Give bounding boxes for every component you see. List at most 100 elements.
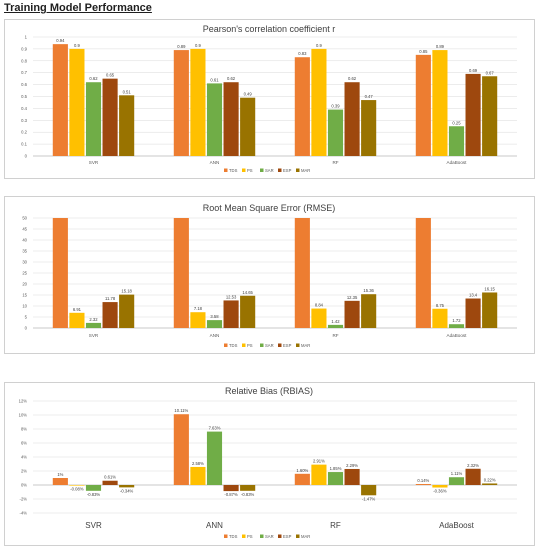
- bar-ps-svr: [69, 48, 85, 156]
- legend-label: SAR: [265, 534, 274, 539]
- bar-ps-ann: [190, 466, 206, 485]
- data-label: 0.65: [106, 73, 115, 78]
- category-label: AdaBoost: [447, 333, 468, 338]
- bar-tds-rf: [294, 473, 310, 485]
- legend-swatch-ps: [242, 534, 246, 538]
- y-tick-label: 15: [22, 293, 27, 298]
- legend-label: TDS: [229, 168, 238, 173]
- legend-label: ESP: [283, 168, 292, 173]
- bar-sar-svr: [85, 82, 102, 156]
- y-tick-label: 6%: [21, 441, 27, 446]
- data-label: 0.39: [331, 104, 340, 109]
- data-label: 2.58%: [192, 461, 204, 466]
- bar-sar-adaboost: [448, 126, 465, 156]
- legend-label: MAR: [301, 534, 310, 539]
- legend-label: SAR: [265, 343, 274, 348]
- rmse-chart: Root Mean Square Error (RMSE) 0 5 10 15 20 25 3…: [22, 203, 517, 348]
- category-label: AdaBoost: [447, 160, 468, 165]
- data-label: 1%: [57, 472, 63, 477]
- bar-tds-adaboost: [415, 218, 431, 328]
- bar-ps-ann: [190, 48, 206, 156]
- data-label: 0.49: [244, 92, 253, 97]
- data-label: 15.36: [363, 288, 374, 293]
- bar-tds-ann: [173, 218, 189, 328]
- chart-title: Pearson's correlation coefficient r: [203, 24, 336, 34]
- bar-mar-rf: [361, 485, 377, 496]
- data-label: -0.87%: [224, 492, 238, 497]
- y-tick-label: 0: [25, 154, 28, 159]
- legend-swatch-esp: [278, 534, 282, 538]
- legend-swatch-mar: [296, 168, 300, 172]
- y-tick-label: 30: [22, 260, 27, 265]
- bar-sar-adaboost: [448, 477, 465, 485]
- bar-mar-ann: [240, 295, 256, 328]
- legend-label: MAR: [301, 168, 310, 173]
- y-tick-label: 0: [25, 326, 28, 331]
- legend-swatch-tds: [224, 343, 228, 347]
- bar-esp-ann: [223, 300, 239, 328]
- data-label: 2.91%: [313, 459, 325, 464]
- bar-mar-adaboost: [482, 292, 498, 328]
- data-label: 16.15: [484, 286, 495, 291]
- y-tick-label: 0.8: [21, 58, 27, 63]
- bar-esp-rf: [344, 300, 360, 328]
- y-tick-label: 20: [22, 282, 27, 287]
- legend-swatch-mar: [296, 343, 300, 347]
- bar-tds-rf: [294, 57, 310, 157]
- legend-label: PS: [247, 168, 253, 173]
- bar-sar-svr: [85, 322, 102, 328]
- data-label: 0.89: [436, 44, 445, 49]
- correlation-chart-panel: Pearson's correlation coefficient r 0 0.1 0…: [4, 19, 535, 179]
- legend-swatch-sar: [260, 343, 264, 347]
- y-tick-label: 25: [22, 271, 27, 276]
- data-label: 7.63%: [209, 426, 221, 431]
- y-tick-label: 4%: [21, 455, 27, 460]
- legend-swatch-tds: [224, 534, 228, 538]
- rbias-chart-panel: Relative Bias (RBIAS) -4% -2% 0% 2% 4% 6% 8% 10%…: [4, 382, 535, 546]
- category-label: RF: [330, 521, 341, 530]
- legend-swatch-esp: [278, 168, 282, 172]
- data-label: 14.65: [242, 290, 253, 295]
- bar-ps-rf: [311, 308, 327, 328]
- y-tick-label: 2%: [21, 469, 27, 474]
- legend-label: PS: [247, 343, 253, 348]
- legend-label: TDS: [229, 534, 238, 539]
- y-tick-label: 10%: [19, 413, 28, 418]
- legend-label: MAR: [301, 343, 310, 348]
- bar-tds-ann: [173, 414, 189, 485]
- legend-swatch-esp: [278, 343, 282, 347]
- bar-esp-adaboost: [465, 73, 481, 156]
- bar-ps-rf: [311, 48, 327, 156]
- bar-ps-rf: [311, 464, 327, 485]
- data-label: 0.9: [316, 43, 322, 48]
- legend-swatch-ps: [242, 168, 246, 172]
- data-label: 0.62: [348, 76, 357, 81]
- y-tick-label: 0.3: [21, 118, 27, 123]
- bar-sar-svr: [85, 485, 102, 491]
- category-label: ANN: [210, 160, 220, 165]
- y-tick-label: 0.9: [21, 46, 27, 51]
- bar-sar-rf: [327, 472, 344, 485]
- data-label: 0.61: [210, 77, 219, 82]
- data-label: 11.78: [105, 296, 116, 301]
- data-label: 0.85: [419, 49, 428, 54]
- bar-sar-adaboost: [448, 324, 465, 328]
- bar-mar-adaboost: [482, 76, 498, 156]
- data-label: -0.83%: [87, 492, 101, 497]
- data-label: 8.75: [436, 303, 445, 308]
- legend-swatch-sar: [260, 168, 264, 172]
- y-tick-label: 1: [25, 35, 28, 40]
- bar-ps-svr: [69, 485, 85, 486]
- data-label: 2.32: [89, 317, 98, 322]
- bar-mar-svr: [119, 485, 135, 488]
- bar-esp-rf: [344, 82, 360, 156]
- category-label: RF: [332, 333, 338, 338]
- bar-esp-svr: [102, 78, 118, 156]
- data-label: 0.62: [227, 76, 236, 81]
- bar-mar-svr: [119, 95, 135, 156]
- category-label: SVR: [85, 521, 102, 530]
- data-label: 7.18: [194, 306, 203, 311]
- data-label: 0.67: [486, 70, 495, 75]
- data-label: 0.62: [89, 76, 98, 81]
- legend-label: PS: [247, 534, 253, 539]
